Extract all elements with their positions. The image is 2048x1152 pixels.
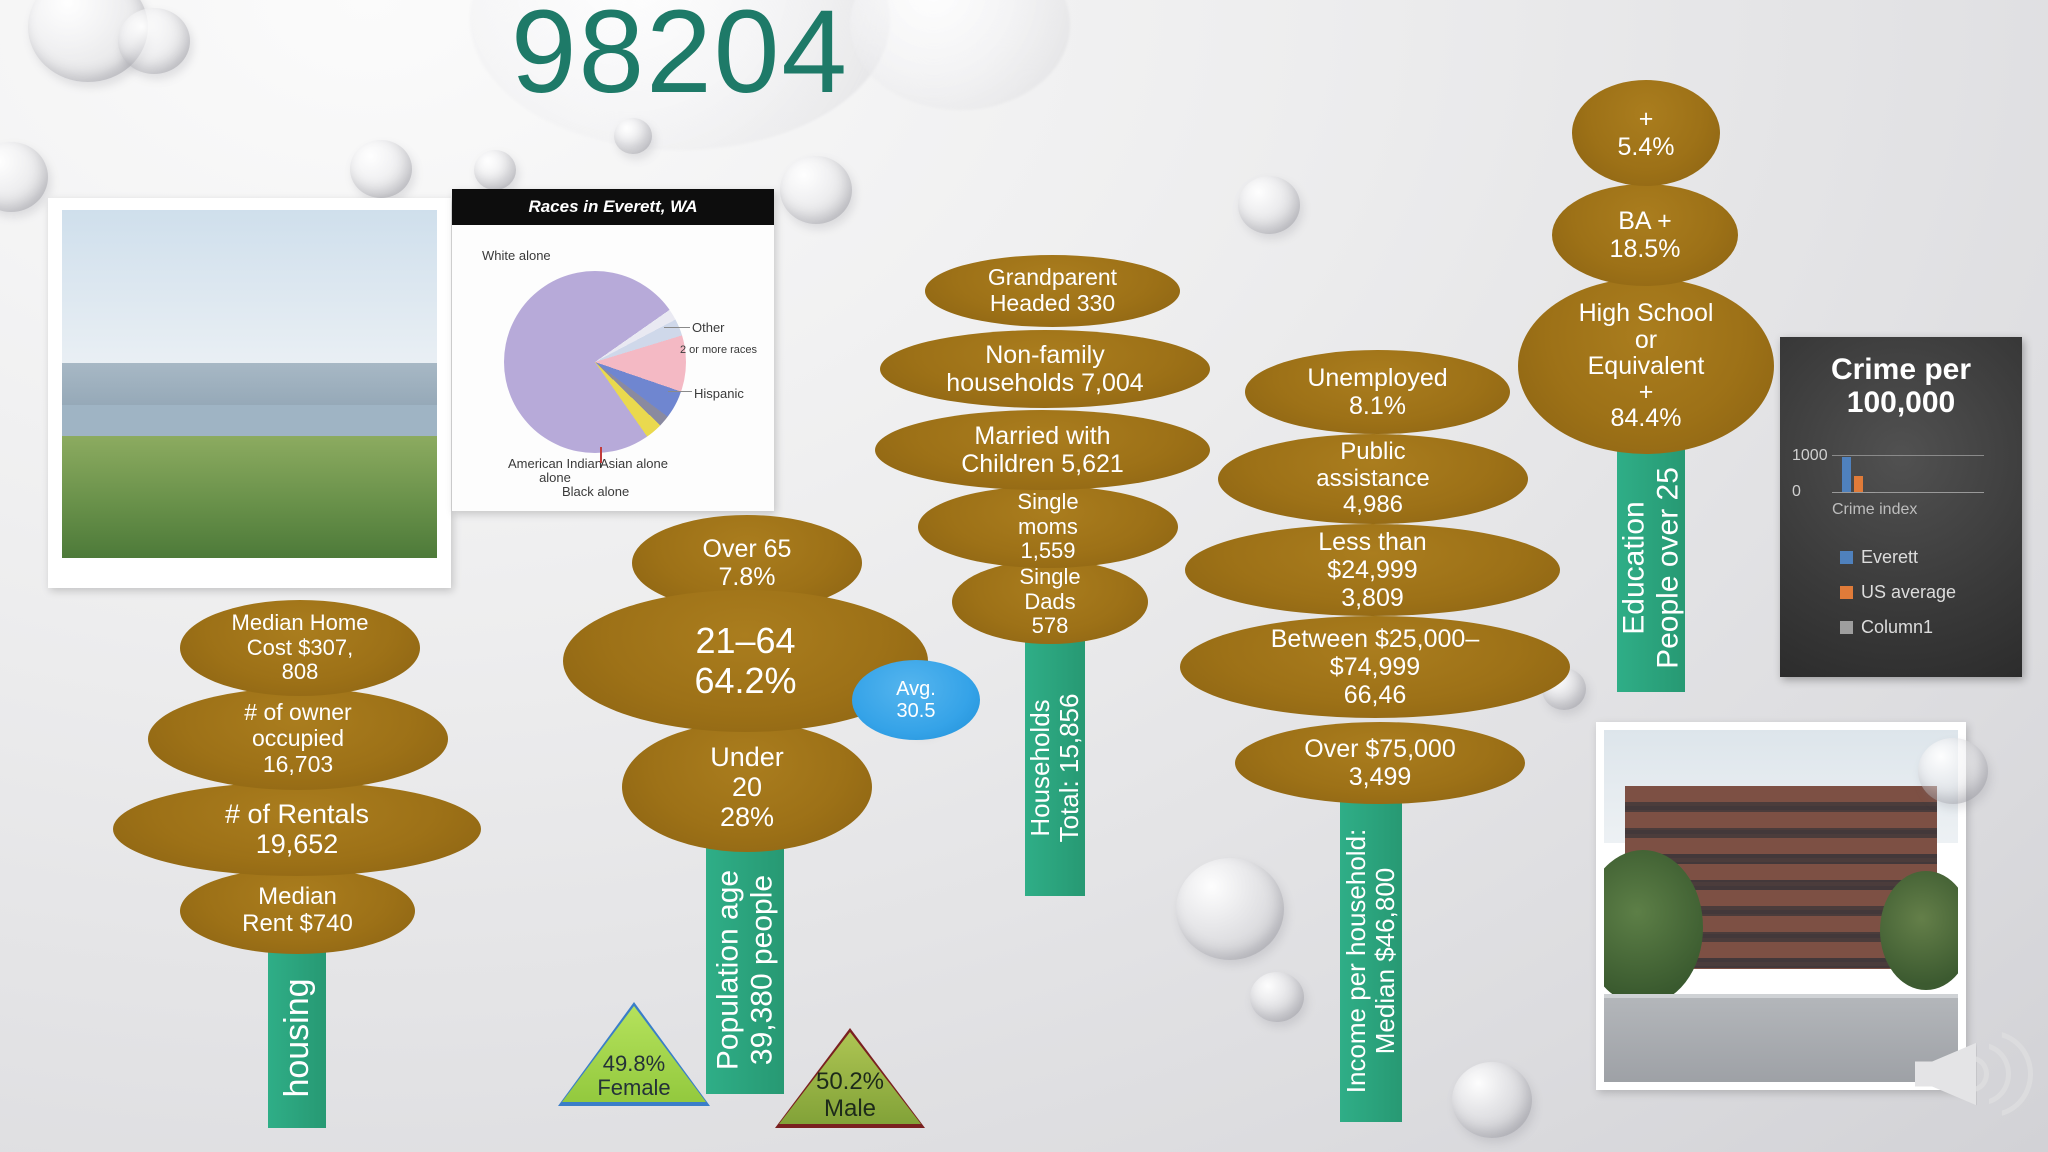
building-photo: [1596, 722, 1966, 1090]
pie-label-two-or-more: 2 or more races: [680, 344, 758, 356]
population-average-age-leaf: Avg. 30.5: [852, 660, 980, 740]
bubble-decoration: [118, 8, 190, 74]
income-trunk: Income per household: Median $46,800: [1340, 800, 1402, 1122]
population-trunk: Population age 39,380 people: [706, 846, 784, 1094]
income-less-than-25k-leaf: Less than $24,999 3,809: [1185, 524, 1560, 616]
legend-label-everett: Everett: [1861, 547, 1919, 567]
bubble-decoration: [1250, 972, 1304, 1022]
bubble-decoration: [474, 150, 516, 190]
housing-rentals-leaf: # of Rentals 19,652: [113, 782, 481, 876]
everett-landscape-photo: [48, 198, 451, 588]
page-title: 98204: [510, 0, 850, 118]
races-chart-card: Races in Everett, WA White alone Other 2…: [452, 189, 774, 511]
income-between-25k-75k-leaf: Between $25,000– $74,999 66,46: [1180, 616, 1570, 718]
photo-tree-right: [1880, 870, 1958, 991]
speaker-body-icon: [1915, 1042, 1977, 1106]
crime-legend: Everett US average Column1: [1840, 547, 1956, 638]
households-single-moms-leaf: Single moms 1,559: [918, 486, 1178, 568]
photo-water: [62, 404, 437, 437]
pie-label-black: Black alone: [562, 484, 630, 499]
legend-swatch-us-average: [1840, 586, 1853, 599]
education-trunk: Education People over 25: [1617, 444, 1685, 692]
legend-item-everett: Everett: [1840, 547, 1956, 568]
pie-tick-line: [600, 447, 602, 463]
households-married-children-leaf: Married with Children 5,621: [875, 410, 1210, 490]
bubble-decoration: [614, 118, 652, 154]
population-21-64-leaf: 21–64 64.2%: [563, 590, 928, 732]
races-pie: [504, 271, 686, 453]
housing-trunk-label: housing: [277, 978, 316, 1098]
bubble-decoration: [0, 142, 48, 212]
races-chart-title: Races in Everett, WA: [452, 189, 774, 225]
photo-sky: [62, 210, 437, 364]
pie-label-hispanic: Hispanic: [694, 386, 744, 401]
legend-label-us-average: US average: [1861, 582, 1957, 602]
education-ba-plus-leaf: BA + 18.5%: [1552, 184, 1738, 286]
education-trunk-label: Education People over 25: [1617, 467, 1684, 669]
legend-label-column1: Column1: [1861, 617, 1934, 637]
crime-bar-everett: [1842, 456, 1851, 492]
pie-connector-line: [668, 391, 692, 392]
households-trunk-label: Households Total: 15,856: [1024, 693, 1084, 843]
female-triangle: 49.8% Female: [558, 1002, 710, 1106]
male-triangle: 50.2% Male: [775, 1028, 925, 1128]
audio-speaker-icon[interactable]: [1915, 1028, 2033, 1120]
households-trunk: Households Total: 15,856: [1025, 640, 1085, 896]
pie-label-white-alone: White alone: [482, 248, 551, 263]
income-trunk-label: Income per household: Median $46,800: [1340, 828, 1400, 1094]
crime-ytick-0: 0: [1792, 483, 1801, 500]
female-label: 49.8% Female: [597, 1050, 671, 1100]
crime-ytick-1000: 1000: [1792, 447, 1828, 464]
bubble-decoration: [1452, 1062, 1532, 1138]
crime-mini-chart: [1832, 455, 1984, 493]
legend-item-us-average: US average: [1840, 582, 1956, 603]
pie-label-other: Other: [692, 320, 725, 335]
building-image: [1604, 730, 1958, 1082]
races-chart-body: White alone Other 2 or more races Hispan…: [452, 225, 774, 511]
housing-owner-occupied-leaf: # of owner occupied 16,703: [148, 688, 448, 790]
crime-bar-us-average: [1854, 476, 1863, 492]
pie-label-asian: Asian alone: [600, 456, 668, 471]
photo-tree-left: [1604, 849, 1704, 1005]
households-non-family-leaf: Non-family households 7,004: [880, 330, 1210, 408]
bubble-decoration: [1238, 176, 1300, 234]
bubble-decoration: [1918, 738, 1988, 804]
education-high-school-leaf: High School or Equivalent + 84.4%: [1518, 278, 1774, 454]
photo-road: [1604, 997, 1958, 1082]
photo-city-skyline: [62, 363, 437, 405]
bubble-decoration: [780, 156, 852, 224]
legend-swatch-column1: [1840, 621, 1853, 634]
bubble-decoration: [350, 140, 412, 198]
legend-item-column1: Column1: [1840, 617, 1956, 638]
education-grad-plus-leaf: + 5.4%: [1572, 80, 1720, 186]
crime-gridline: [1832, 455, 1984, 456]
bubble-decoration: [1176, 858, 1284, 960]
households-single-dads-leaf: Single Dads 578: [952, 560, 1148, 644]
population-under-20-leaf: Under 20 28%: [622, 722, 872, 852]
housing-median-rent-leaf: Median Rent $740: [180, 868, 415, 954]
income-public-assistance-leaf: Public assistance 4,986: [1218, 434, 1528, 524]
income-over-75k-leaf: Over $75,000 3,499: [1235, 722, 1525, 804]
photo-green-field: [62, 436, 437, 558]
households-grandparent-leaf: Grandparent Headed 330: [925, 255, 1180, 327]
pie-label-american-indian: American Indian alone: [508, 456, 602, 485]
male-label: 50.2% Male: [815, 1068, 885, 1122]
everett-landscape-image: [62, 210, 437, 558]
crime-panel: Crime per 100,000 1000 0 Crime index Eve…: [1780, 337, 2022, 677]
pie-connector-line: [664, 327, 690, 328]
legend-swatch-everett: [1840, 551, 1853, 564]
crime-panel-title: Crime per 100,000: [1830, 353, 1972, 419]
crime-bars: [1842, 455, 1875, 492]
population-trunk-label: Population age 39,380 people: [711, 869, 778, 1071]
crime-x-label: Crime index: [1832, 501, 1918, 518]
housing-median-home-leaf: Median Home Cost $307, 808: [180, 600, 420, 696]
housing-trunk: housing: [268, 948, 326, 1128]
income-unemployed-leaf: Unemployed 8.1%: [1245, 350, 1510, 434]
